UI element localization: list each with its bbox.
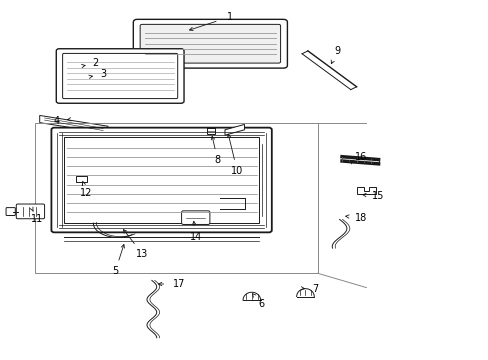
Bar: [76, 176, 87, 182]
Text: 4: 4: [54, 116, 60, 126]
Text: 12: 12: [80, 188, 92, 198]
Polygon shape: [40, 116, 108, 134]
FancyBboxPatch shape: [56, 49, 183, 103]
Bar: [64, 137, 259, 223]
Text: 3: 3: [100, 69, 106, 79]
Text: 8: 8: [214, 155, 220, 165]
Text: 10: 10: [231, 166, 243, 176]
FancyBboxPatch shape: [16, 204, 44, 219]
Text: 9: 9: [333, 46, 340, 56]
Text: 13: 13: [136, 248, 148, 258]
Text: 18: 18: [355, 213, 367, 222]
FancyBboxPatch shape: [6, 208, 15, 216]
Text: 5: 5: [112, 266, 118, 276]
Bar: [35, 123, 317, 273]
FancyBboxPatch shape: [51, 128, 271, 232]
Text: 11: 11: [31, 215, 43, 224]
FancyBboxPatch shape: [140, 24, 280, 63]
FancyBboxPatch shape: [62, 53, 177, 99]
Text: 17: 17: [172, 279, 184, 289]
Text: 1: 1: [226, 12, 232, 22]
Polygon shape: [224, 125, 244, 135]
Text: 6: 6: [258, 299, 264, 309]
Text: 14: 14: [189, 232, 202, 242]
Text: 15: 15: [372, 191, 384, 201]
Text: 16: 16: [355, 152, 367, 162]
FancyBboxPatch shape: [181, 211, 209, 225]
Polygon shape: [356, 187, 375, 194]
Text: 2: 2: [92, 58, 99, 68]
Text: 7: 7: [311, 284, 318, 294]
Bar: [207, 128, 215, 134]
FancyBboxPatch shape: [133, 19, 287, 68]
